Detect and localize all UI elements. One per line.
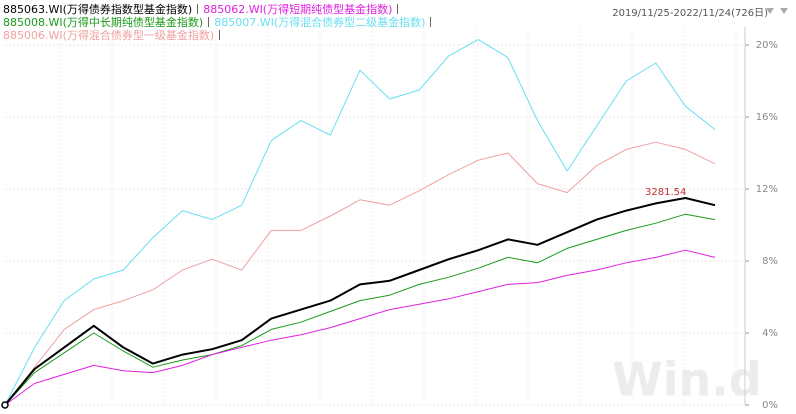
series-line [4, 197, 716, 406]
y-tick-label: 12% [756, 184, 778, 195]
series-line [4, 213, 716, 406]
y-tick-label: 0% [762, 400, 778, 411]
legend-row: 885006.WI(万得混合债券型一级基金指数) [3, 29, 603, 42]
series-line [4, 249, 716, 406]
legend-entry[interactable]: 885007.WI(万得混合债券型二级基金指数) [214, 16, 426, 29]
y-tick-label: 4% [762, 328, 778, 339]
annotation: 3281.54 [645, 187, 686, 198]
separator [397, 4, 399, 14]
legend-row: 885008.WI(万得中长期纯债型基金指数) 885007.WI(万得混合债券型… [3, 16, 603, 29]
y-tick-label: 8% [762, 256, 778, 267]
legend-entry[interactable]: 885062.WI(万得短期纯债型基金指数) [203, 3, 393, 16]
legend-entry[interactable]: 885006.WI(万得混合债券型一级基金指数) [3, 29, 215, 42]
separator [208, 17, 210, 27]
separator [197, 4, 199, 14]
start-marker [1, 401, 9, 409]
legend-entry[interactable]: 885008.WI(万得中长期纯债型基金指数) [3, 16, 204, 29]
y-tick-label: 16% [756, 112, 778, 123]
separator [219, 30, 221, 40]
date-range[interactable]: 2019/11/25-2022/11/24(726日) [612, 8, 768, 19]
separator [430, 17, 432, 27]
legend-row: 885063.WI(万得债券指数型基金指数) 885062.WI(万得短期纯债型基… [3, 3, 603, 16]
series-line [4, 141, 716, 406]
series-line [4, 39, 716, 406]
legend-entry[interactable]: 885063.WI(万得债券指数型基金指数) [3, 3, 193, 16]
watermark: Win.d [612, 353, 762, 407]
y-tick-label: 20% [756, 40, 778, 51]
legend: 885063.WI(万得债券指数型基金指数) 885062.WI(万得短期纯债型基… [3, 3, 603, 42]
